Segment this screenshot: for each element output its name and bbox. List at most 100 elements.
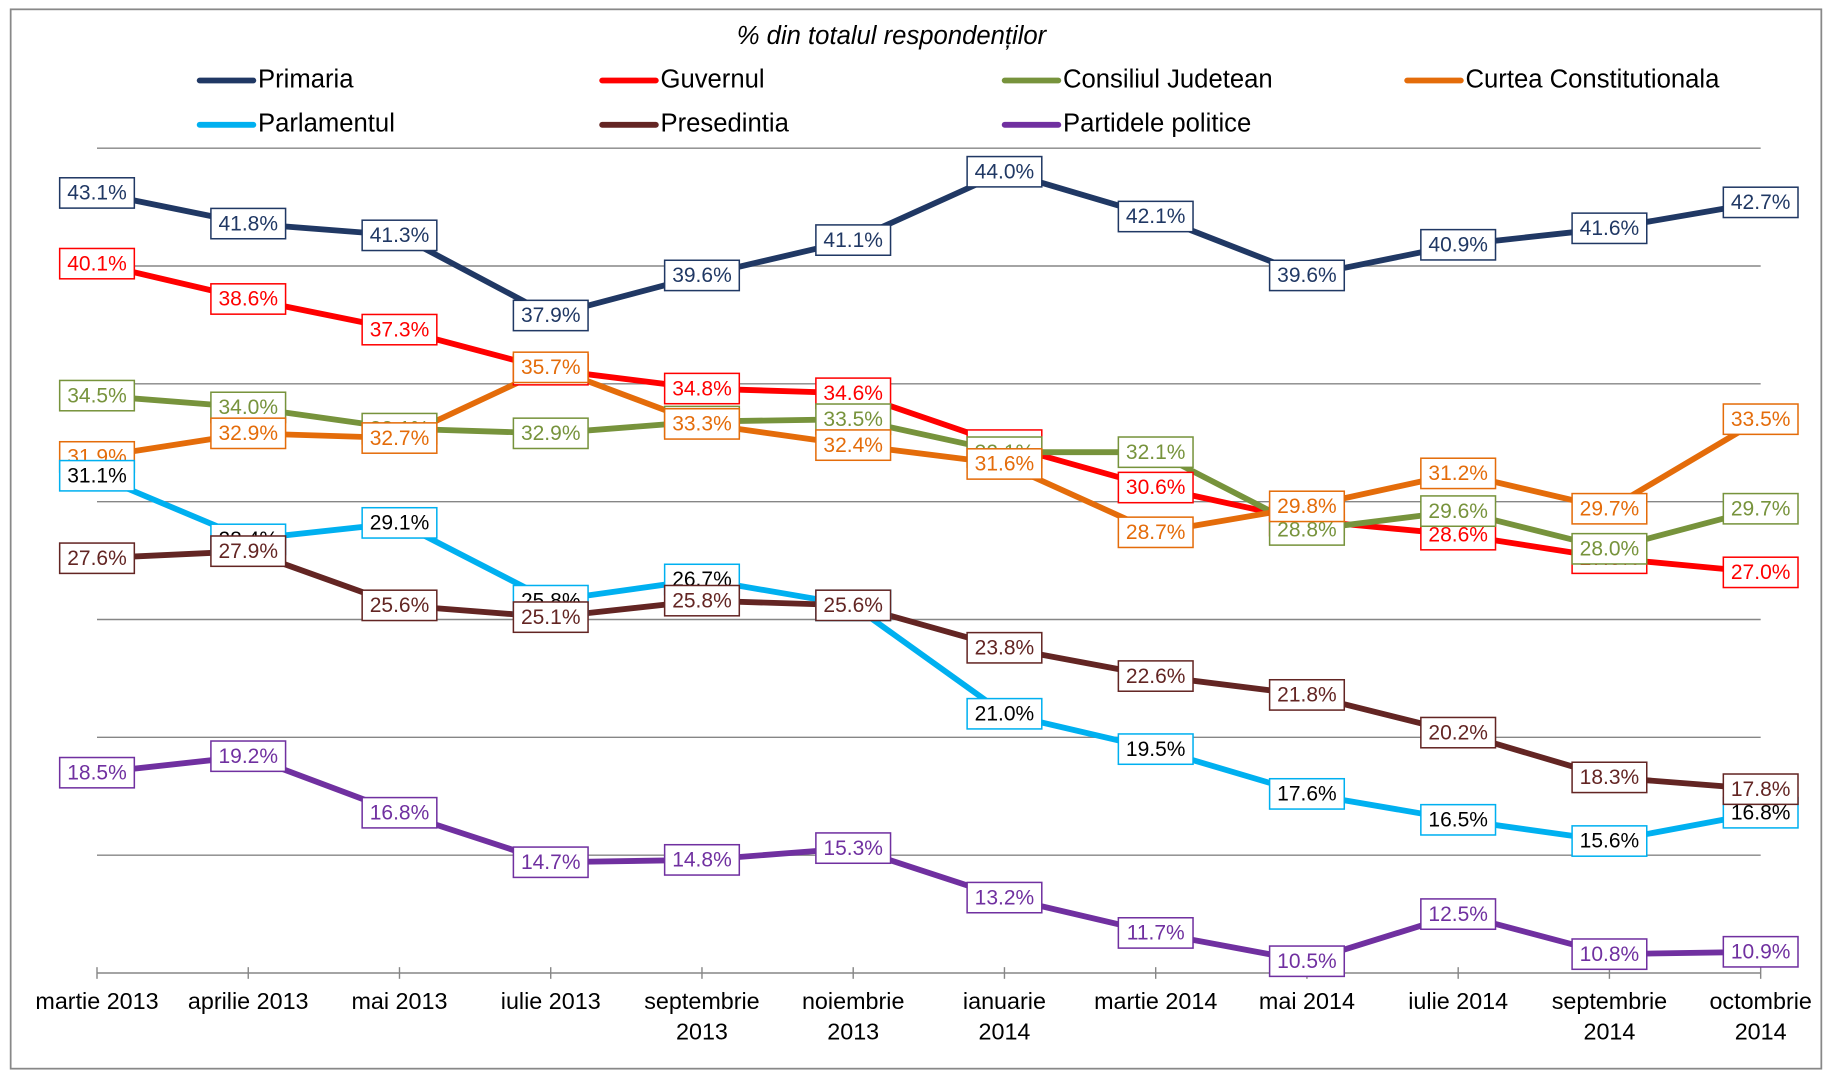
- data-label: 34.0%: [218, 396, 278, 419]
- data-label-box: [663, 372, 741, 405]
- chart-title: % din totalul respondenților: [737, 22, 1048, 50]
- data-label-box: [1722, 556, 1799, 589]
- data-label-box: [210, 417, 287, 450]
- data-label: 41.1%: [823, 229, 883, 252]
- data-label-box: [663, 584, 741, 617]
- x-tick-label-box: ianuarie 2014: [963, 989, 1046, 1045]
- data-label-box: [512, 846, 589, 879]
- data-label: 25.8%: [672, 589, 732, 612]
- data-label: 33.3%: [672, 413, 732, 436]
- data-label-box: [512, 299, 589, 332]
- legend-label: Curtea Constitutionala: [1466, 65, 1721, 93]
- data-label: 37.3%: [370, 318, 430, 341]
- data-label-box: [361, 313, 438, 346]
- legend-label: Presedintia: [661, 110, 790, 138]
- data-label-box: [1117, 516, 1194, 549]
- data-label-box: [361, 422, 438, 454]
- data-label: 20.2%: [1428, 721, 1488, 744]
- data-label: 29.7%: [1580, 497, 1640, 520]
- data-label: 33.5%: [823, 408, 883, 431]
- data-label-box: [1117, 200, 1194, 233]
- x-tick-label-box: martie 2013: [35, 989, 158, 1015]
- data-label-box: [1420, 716, 1497, 749]
- data-label: 28.0%: [1580, 538, 1640, 561]
- data-label-box: [1420, 495, 1497, 528]
- data-label-box: [1571, 938, 1648, 971]
- data-label-box: [1117, 436, 1194, 469]
- data-label-box: [210, 207, 287, 240]
- data-label: 14.7%: [521, 851, 581, 874]
- data-label: 27.6%: [67, 547, 127, 570]
- data-label-box: [1722, 935, 1799, 968]
- data-label-box: [815, 224, 892, 257]
- data-label: 29.6%: [1428, 500, 1488, 523]
- data-label-box: [966, 631, 1043, 664]
- data-label: 42.1%: [1126, 205, 1186, 228]
- data-label: 15.3%: [823, 837, 883, 860]
- data-label: 10.9%: [1731, 941, 1791, 964]
- data-label-box: [966, 697, 1043, 730]
- data-label: 16.8%: [370, 801, 430, 824]
- data-label: 35.7%: [521, 356, 581, 379]
- data-label-box: [815, 832, 892, 865]
- data-label: 21.8%: [1277, 684, 1337, 707]
- data-label-box: [1268, 678, 1346, 711]
- data-label-box: [1268, 945, 1346, 978]
- data-label-box: [1420, 228, 1497, 261]
- x-tick-label-box: septembrie 2014: [1552, 989, 1667, 1045]
- data-label: 38.6%: [218, 288, 278, 311]
- data-label: 41.6%: [1580, 217, 1640, 240]
- data-label-box: [210, 283, 287, 315]
- data-label: 30.6%: [1126, 476, 1186, 499]
- data-label-box: [512, 351, 589, 384]
- data-label: 32.1%: [1126, 441, 1186, 464]
- x-tick-label: aprilie 2013: [187, 989, 309, 1015]
- data-label-box: [1571, 825, 1648, 857]
- data-label-box: [1117, 660, 1194, 692]
- data-label-box: [1268, 490, 1346, 523]
- legend-label: Primaria: [258, 65, 354, 93]
- chart-frame: [9, 8, 1823, 1070]
- data-label: 28.8%: [1277, 519, 1337, 542]
- data-label-box: [361, 589, 438, 622]
- data-label: 43.1%: [67, 182, 127, 205]
- data-label: 40.1%: [67, 252, 127, 275]
- data-label: 23.8%: [975, 636, 1035, 659]
- data-label: 25.6%: [823, 594, 883, 617]
- data-label: 39.6%: [1277, 264, 1337, 287]
- x-tick-label: octombrie 2014: [1709, 989, 1812, 1046]
- data-label: 18.5%: [67, 761, 127, 784]
- data-label-box: [815, 429, 892, 462]
- data-label: 10.8%: [1580, 943, 1640, 966]
- data-label: 21.0%: [975, 702, 1035, 725]
- data-label-box: [58, 756, 136, 789]
- data-label: 29.8%: [1277, 495, 1337, 518]
- data-label-box: [815, 589, 892, 622]
- data-label-box: [58, 247, 136, 280]
- data-label: 39.6%: [672, 264, 732, 287]
- data-label-box: [1420, 457, 1497, 490]
- legend-label: Consiliul Judetean: [1063, 65, 1273, 93]
- data-label-box: [1117, 733, 1194, 766]
- data-label-box: [1268, 777, 1346, 810]
- data-label: 32.7%: [370, 427, 430, 450]
- x-tick-label-box: mai 2013: [351, 989, 447, 1015]
- data-label: 17.6%: [1277, 783, 1337, 806]
- data-label-box: [1722, 186, 1799, 219]
- data-label-box: [1420, 898, 1497, 931]
- data-label: 34.5%: [67, 384, 127, 407]
- data-label: 29.1%: [370, 512, 430, 535]
- data-label: 37.9%: [521, 304, 581, 327]
- data-label-box: [361, 506, 438, 539]
- data-label-box: [663, 843, 741, 876]
- data-label-box: [1117, 471, 1194, 504]
- data-label-box: [58, 379, 136, 412]
- data-label: 17.8%: [1731, 778, 1791, 801]
- data-label-box: [512, 417, 589, 450]
- data-label: 14.8%: [672, 849, 732, 872]
- data-label: 18.3%: [1580, 766, 1640, 789]
- data-label: 34.8%: [672, 377, 732, 400]
- data-label: 15.6%: [1580, 830, 1640, 853]
